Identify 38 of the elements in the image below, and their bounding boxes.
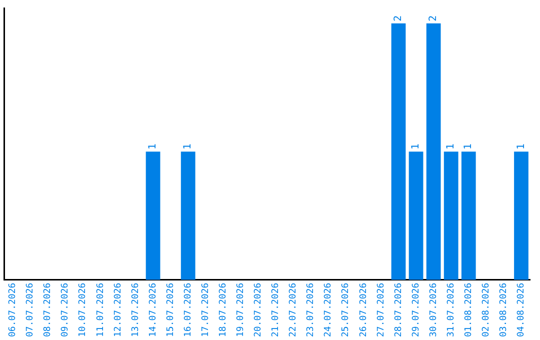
x-tick-label: 09.07.2026 xyxy=(60,282,71,338)
data-label: 1 xyxy=(463,144,474,150)
x-tick-label: 22.07.2026 xyxy=(288,282,299,338)
x-tick-label: 06.07.2026 xyxy=(8,282,18,338)
x-tick-label: 30.07.2026 xyxy=(428,282,439,338)
data-label: 1 xyxy=(410,144,422,150)
data-label: 2 xyxy=(428,15,440,22)
data-label: 1 xyxy=(182,144,194,150)
x-tick-label: 18.07.2026 xyxy=(218,282,229,338)
x-tick-label: 20.07.2026 xyxy=(254,282,264,338)
x-tick-label: 27.07.2026 xyxy=(376,282,386,338)
x-tick-label: 14.07.2026 xyxy=(148,282,158,338)
data-label: 2 xyxy=(393,15,404,22)
x-tick-label: 23.07.2026 xyxy=(306,282,316,338)
x-tick-label: 15.07.2026 xyxy=(166,282,176,338)
data-label: 1 xyxy=(516,144,527,150)
x-tick-label: 29.07.2026 xyxy=(411,282,422,338)
x-tick-label: 11.07.2026 xyxy=(96,282,106,338)
x-tick-label: 13.07.2026 xyxy=(130,282,141,338)
x-tick-label: 28.07.2026 xyxy=(394,282,404,338)
x-tick-label: 07.07.2026 xyxy=(26,282,36,338)
x-tick-label: 10.07.2026 xyxy=(78,282,88,338)
x-tick-label: 31.07.2026 xyxy=(446,282,456,338)
x-tick-label: 16.07.2026 xyxy=(183,282,194,338)
x-tick-label: 25.07.2026 xyxy=(341,282,352,338)
x-tick-label: 12.07.2026 xyxy=(113,282,124,338)
x-tick-label: 26.07.2026 xyxy=(358,282,369,338)
x-tick-label: 19.07.2026 xyxy=(236,282,246,338)
x-tick-label: 01.08.2026 xyxy=(464,282,474,338)
x-tick-label: 04.08.2026 xyxy=(516,282,527,338)
data-label: 1 xyxy=(446,144,457,150)
x-tick-label: 17.07.2026 xyxy=(200,282,211,338)
x-tick-label: 03.08.2026 xyxy=(499,282,510,338)
x-tick-label: 21.07.2026 xyxy=(271,282,282,338)
x-tick-label: 02.08.2026 xyxy=(482,282,492,338)
data-label: 1 xyxy=(148,144,159,150)
x-tick-label: 08.07.2026 xyxy=(43,282,54,338)
x-tick-label: 24.07.2026 xyxy=(324,282,334,338)
